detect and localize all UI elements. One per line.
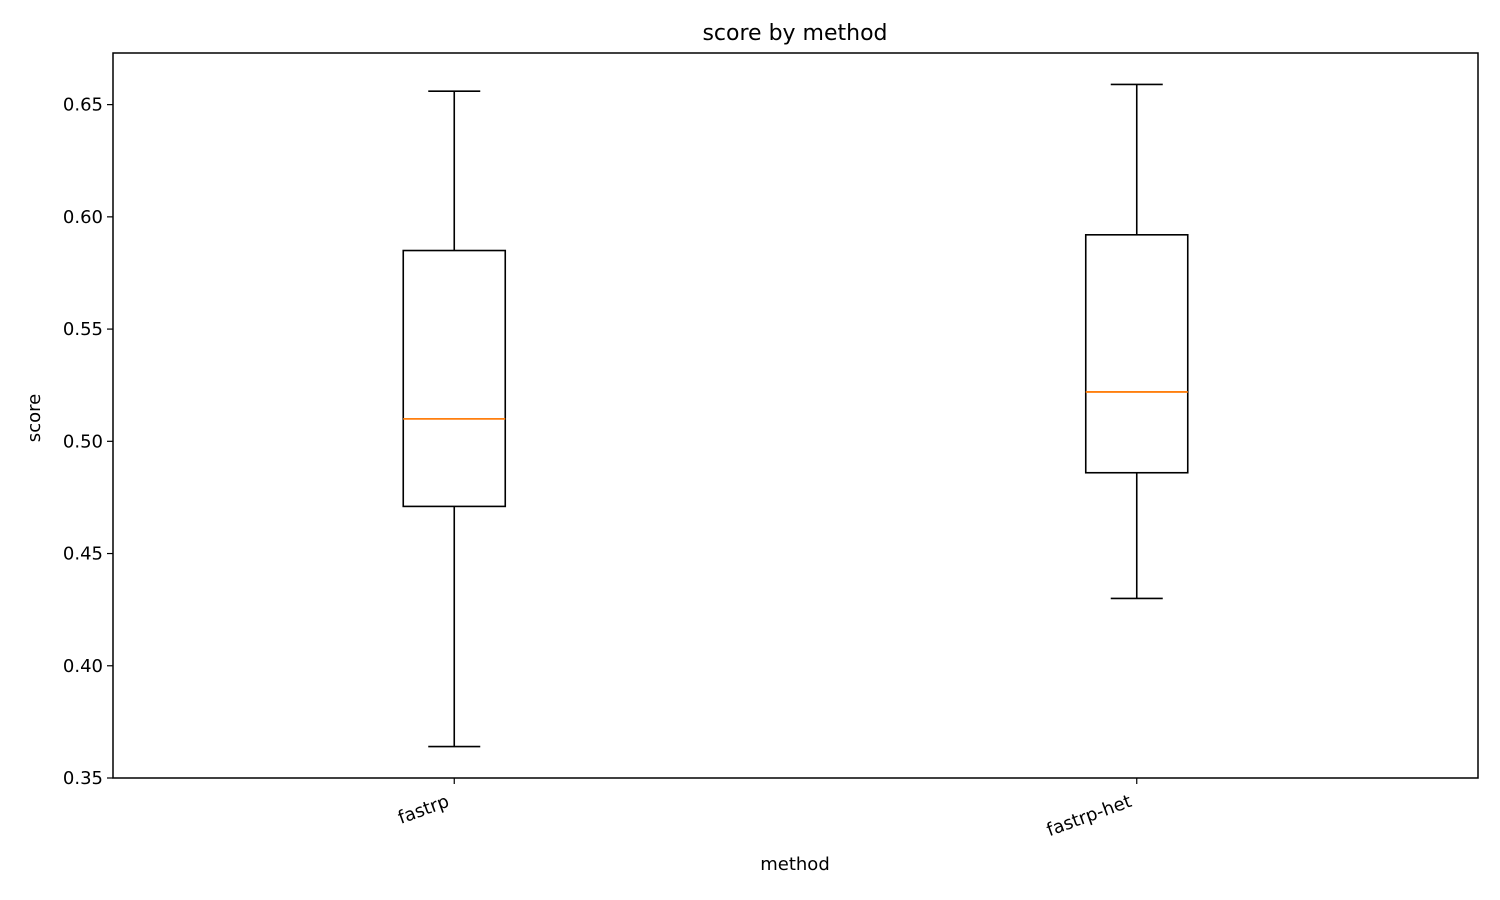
x-tick-label: fastrp-het bbox=[1044, 791, 1135, 841]
x-axis-label: method bbox=[760, 854, 830, 875]
y-axis: 0.35 0.40 0.45 0.50 0.55 0.60 0.65 bbox=[63, 95, 113, 789]
box-fastrp-het bbox=[1084, 83, 1189, 600]
boxes bbox=[402, 83, 1189, 748]
y-tick-label: 0.55 bbox=[63, 319, 103, 340]
box-fastrp bbox=[402, 90, 507, 748]
y-tick-label: 0.65 bbox=[63, 95, 103, 116]
iqr-box bbox=[1084, 234, 1189, 474]
y-tick-label: 0.50 bbox=[63, 431, 103, 452]
x-axis: fastrp fastrp-het bbox=[395, 778, 1138, 841]
iqr-box bbox=[402, 249, 507, 508]
y-tick-label: 0.35 bbox=[63, 768, 103, 789]
y-tick-label: 0.60 bbox=[63, 207, 103, 228]
x-tick-label: fastrp bbox=[395, 791, 452, 829]
y-tick-label: 0.40 bbox=[63, 656, 103, 677]
plot-frame bbox=[112, 52, 1479, 779]
y-tick-label: 0.45 bbox=[63, 544, 103, 565]
y-axis-label: score bbox=[24, 394, 45, 442]
chart-title: score by method bbox=[702, 21, 887, 46]
